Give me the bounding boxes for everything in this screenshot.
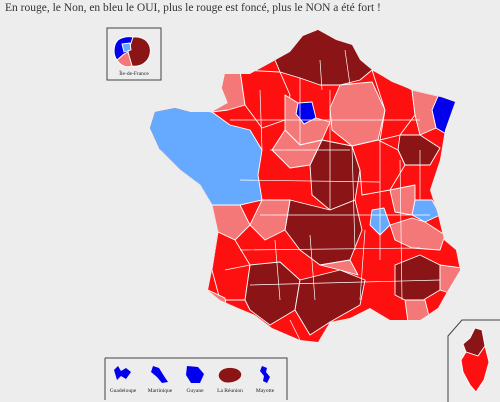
mayotte-label: Mayotte bbox=[256, 388, 275, 394]
map-caption: En rouge, le Non, en bleu le OUI, plus l… bbox=[5, 2, 381, 14]
la-reunion-label: La Réunion bbox=[217, 388, 243, 394]
dept-isere bbox=[389, 217, 446, 251]
inset-overseas-frame bbox=[105, 357, 288, 400]
guadeloupe-label: Guadeloupe bbox=[110, 388, 137, 394]
dept-auvergne bbox=[319, 259, 359, 276]
inset-overseas: Guadeloupe Martinique Guyane La Réunion … bbox=[104, 357, 288, 400]
dept-borders bbox=[224, 49, 441, 341]
idf-dept-paris bbox=[121, 42, 132, 53]
france-mainland bbox=[150, 30, 460, 342]
inset-ile-de-france-frame bbox=[106, 27, 162, 81]
guadeloupe-shape bbox=[114, 366, 131, 380]
dept-bretagne bbox=[150, 99, 263, 206]
dept-var bbox=[404, 299, 431, 323]
corse-south bbox=[460, 345, 490, 393]
inset-ile-de-france: Île-de-France bbox=[106, 27, 162, 81]
guyane-shape bbox=[186, 366, 204, 383]
dept-languedoc bbox=[294, 269, 366, 336]
martinique-label: Martinique bbox=[148, 388, 173, 394]
dept-limousin bbox=[249, 199, 291, 241]
inset-ile-de-france-label: Île-de-France bbox=[119, 69, 149, 77]
mayotte-shape bbox=[260, 366, 270, 383]
dept-midi-pyrenees bbox=[244, 261, 301, 326]
dept-ain bbox=[389, 184, 416, 216]
dept-vosges bbox=[411, 89, 439, 136]
inset-corse-frame bbox=[447, 319, 500, 402]
dept-alpes bbox=[439, 264, 460, 296]
inset-corse bbox=[447, 319, 500, 402]
martinique-shape bbox=[151, 366, 168, 383]
guyane-label: Guyane bbox=[186, 388, 204, 394]
dept-bourgogne bbox=[351, 139, 406, 196]
la-reunion-shape bbox=[218, 367, 242, 383]
idf-dept-outer bbox=[127, 36, 151, 67]
dept-manche bbox=[211, 69, 246, 113]
